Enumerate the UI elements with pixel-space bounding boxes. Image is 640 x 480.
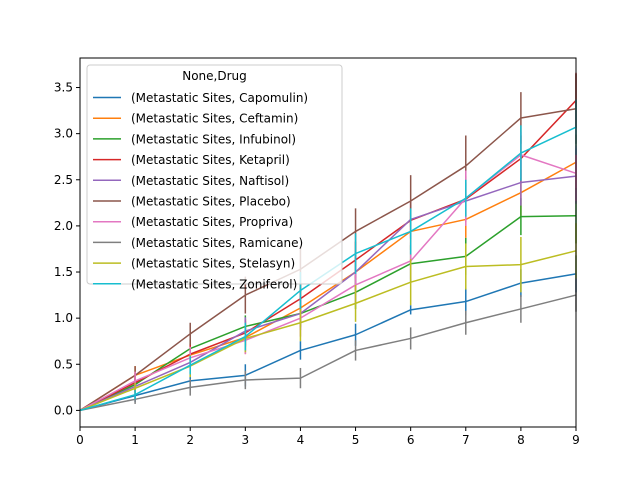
legend-label: (Metastatic Sites, Naftisol)	[131, 174, 289, 188]
axes: 0 1 2 3 4 5 6 7 8 9 0.0 0.5 1.0 1.5 2.0 2.5 3.0 3.5	[54, 57, 580, 447]
legend-entry: (Metastatic Sites, Placebo)	[93, 195, 291, 209]
series-line	[79, 215, 577, 412]
legend-label: (Metastatic Sites, Ceftamin)	[131, 112, 298, 126]
legend-title: None,Drug	[182, 69, 247, 83]
legend-label: (Metastatic Sites, Placebo)	[131, 195, 291, 209]
y-tick-label: 2.0	[54, 219, 73, 233]
x-tick-label: 3	[242, 433, 250, 447]
x-tick-label: 6	[407, 433, 415, 447]
y-tick-label: 1.0	[54, 311, 73, 325]
legend-box	[86, 64, 343, 285]
y-tick-label: 1.5	[54, 265, 73, 279]
legend-label: (Metastatic Sites, Propriva)	[131, 215, 293, 229]
y-tick-label: 2.5	[54, 173, 73, 187]
legend-entry: (Metastatic Sites, Ketapril)	[93, 153, 290, 167]
y-tick-label: 3.0	[54, 127, 73, 141]
x-tick-label: 1	[131, 433, 139, 447]
series-line	[79, 161, 577, 412]
series-8	[79, 278, 577, 412]
legend-entry: (Metastatic Sites, Infubinol)	[93, 132, 296, 146]
y-tick-label: 3.5	[54, 81, 73, 95]
legend-label: (Metastatic Sites, Ramicane)	[131, 236, 303, 250]
x-tick-label: 7	[462, 433, 470, 447]
x-tick-label: 9	[572, 433, 580, 447]
legend-entry: (Metastatic Sites, Ramicane)	[93, 236, 303, 250]
legend-entry: (Metastatic Sites, Stelasyn)	[93, 257, 295, 271]
y-tick-label: 0.5	[54, 357, 73, 371]
axes-frame	[79, 57, 577, 428]
legend: None,Drug (Metastatic Sites, Capomulin) (…	[86, 64, 343, 291]
legend-entry: (Metastatic Sites, Zoniferol)	[93, 277, 297, 291]
series-line	[79, 175, 577, 412]
legend-label: (Metastatic Sites, Infubinol)	[131, 132, 296, 146]
x-tick-label: 0	[76, 433, 84, 447]
legend-entry: (Metastatic Sites, Propriva)	[93, 215, 293, 229]
series-line	[79, 273, 577, 412]
legend-label: (Metastatic Sites, Zoniferol)	[131, 277, 297, 291]
x-tick-label: 8	[517, 433, 525, 447]
x-tick-label: 4	[297, 433, 305, 447]
legend-entry: (Metastatic Sites, Naftisol)	[93, 174, 289, 188]
x-tick-label: 5	[352, 433, 360, 447]
y-tick-label: 0.0	[54, 403, 73, 417]
x-tick-label: 2	[186, 433, 194, 447]
series-line	[79, 294, 577, 412]
legend-label: (Metastatic Sites, Capomulin)	[131, 91, 308, 105]
legend-label: (Metastatic Sites, Ketapril)	[131, 153, 290, 167]
legend-entry: (Metastatic Sites, Capomulin)	[93, 91, 308, 105]
legend-entry: (Metastatic Sites, Ceftamin)	[93, 112, 298, 126]
legend-label: (Metastatic Sites, Stelasyn)	[131, 257, 295, 271]
series-line	[79, 250, 577, 412]
